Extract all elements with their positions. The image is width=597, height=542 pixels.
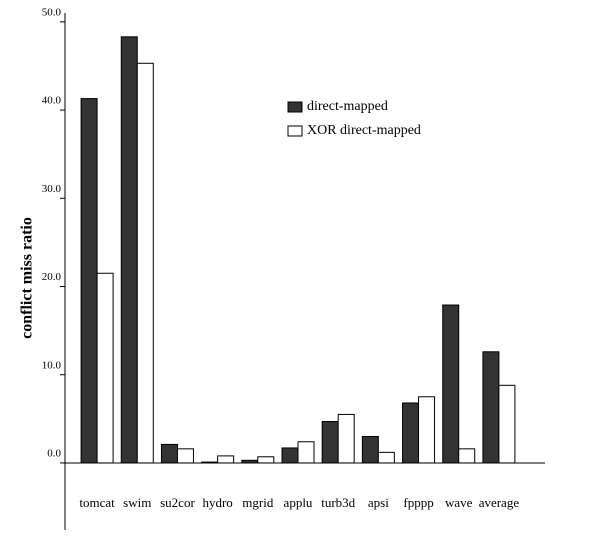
legend-label: direct-mapped (307, 99, 388, 114)
x-tick-label: wave (445, 495, 473, 510)
legend-swatch (287, 101, 303, 113)
y-tick-label: 30.0 (42, 183, 62, 195)
y-tick-label: 20.0 (42, 271, 62, 283)
x-tick-label: hydro (202, 495, 232, 510)
bar (482, 351, 500, 464)
bar (201, 461, 219, 464)
bar (136, 62, 154, 464)
bar (241, 459, 259, 464)
x-tick-label: tomcat (79, 495, 115, 510)
bar (160, 443, 178, 464)
x-tick-label: swim (123, 495, 151, 510)
bar (377, 451, 395, 464)
bar (498, 384, 516, 464)
bar (337, 413, 355, 464)
x-tick-label: turb3d (321, 495, 355, 510)
bar (281, 447, 299, 464)
x-tick-label: mgrid (242, 495, 274, 510)
bar (361, 435, 379, 464)
y-axis-title: conflict miss ratio (19, 217, 36, 339)
bar (120, 36, 138, 464)
bar (257, 456, 275, 464)
x-tick-label: su2cor (160, 495, 195, 510)
x-tick-label: apsi (368, 495, 389, 510)
bar (442, 304, 460, 464)
y-tick-label: 40.0 (42, 95, 62, 107)
bar (217, 455, 235, 464)
legend-label: XOR direct-mapped (307, 123, 421, 138)
y-tick-label: 50.0 (42, 6, 62, 18)
y-tick-label: 0.0 (47, 447, 61, 459)
bar (176, 448, 194, 464)
bar (80, 98, 98, 464)
bar (418, 396, 436, 464)
y-tick-label: 10.0 (42, 359, 62, 371)
bar (402, 402, 420, 464)
x-tick-label: fpppp (403, 495, 433, 510)
bar (321, 420, 339, 464)
x-tick-label: average (479, 495, 520, 510)
bar (297, 441, 315, 464)
bar (96, 272, 114, 464)
legend-swatch (287, 125, 303, 137)
x-tick-label: applu (284, 495, 313, 510)
bar (458, 448, 476, 464)
